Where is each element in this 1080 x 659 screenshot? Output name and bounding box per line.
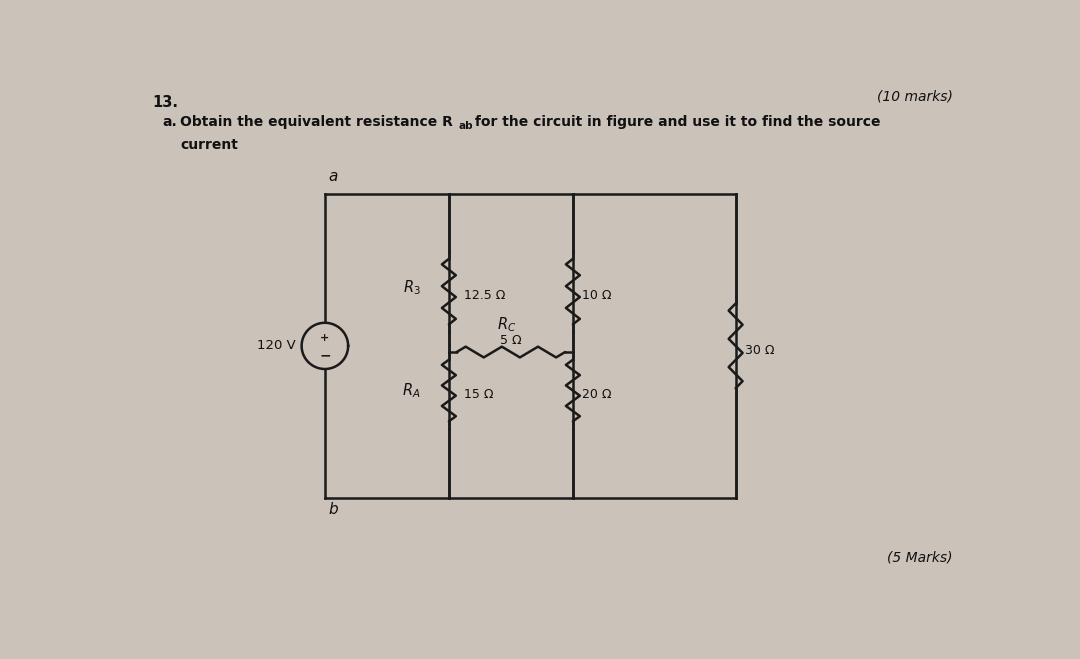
Text: 10 Ω: 10 Ω xyxy=(582,289,611,302)
Text: a.: a. xyxy=(162,115,177,129)
Text: (10 marks): (10 marks) xyxy=(877,90,953,104)
Text: current: current xyxy=(180,138,238,152)
Text: −: − xyxy=(319,348,330,362)
Text: $R_C$: $R_C$ xyxy=(498,316,516,334)
Text: 30 Ω: 30 Ω xyxy=(745,345,774,357)
Text: 120 V: 120 V xyxy=(257,339,296,353)
Text: 13.: 13. xyxy=(152,96,178,110)
Text: 12.5 Ω: 12.5 Ω xyxy=(464,289,505,302)
Text: for the circuit in figure and use it to find the source: for the circuit in figure and use it to … xyxy=(470,115,880,129)
Text: b: b xyxy=(328,501,338,517)
Text: 5 Ω: 5 Ω xyxy=(500,333,522,347)
Text: $R_3$: $R_3$ xyxy=(403,278,420,297)
Text: a: a xyxy=(328,169,338,184)
Text: (5 Marks): (5 Marks) xyxy=(887,551,953,565)
Text: ab: ab xyxy=(458,121,473,130)
Text: $R_A$: $R_A$ xyxy=(403,381,421,400)
Text: 15 Ω: 15 Ω xyxy=(464,388,494,401)
Text: +: + xyxy=(321,333,329,343)
Text: Obtain the equivalent resistance R: Obtain the equivalent resistance R xyxy=(180,115,453,129)
Text: 20 Ω: 20 Ω xyxy=(582,388,611,401)
